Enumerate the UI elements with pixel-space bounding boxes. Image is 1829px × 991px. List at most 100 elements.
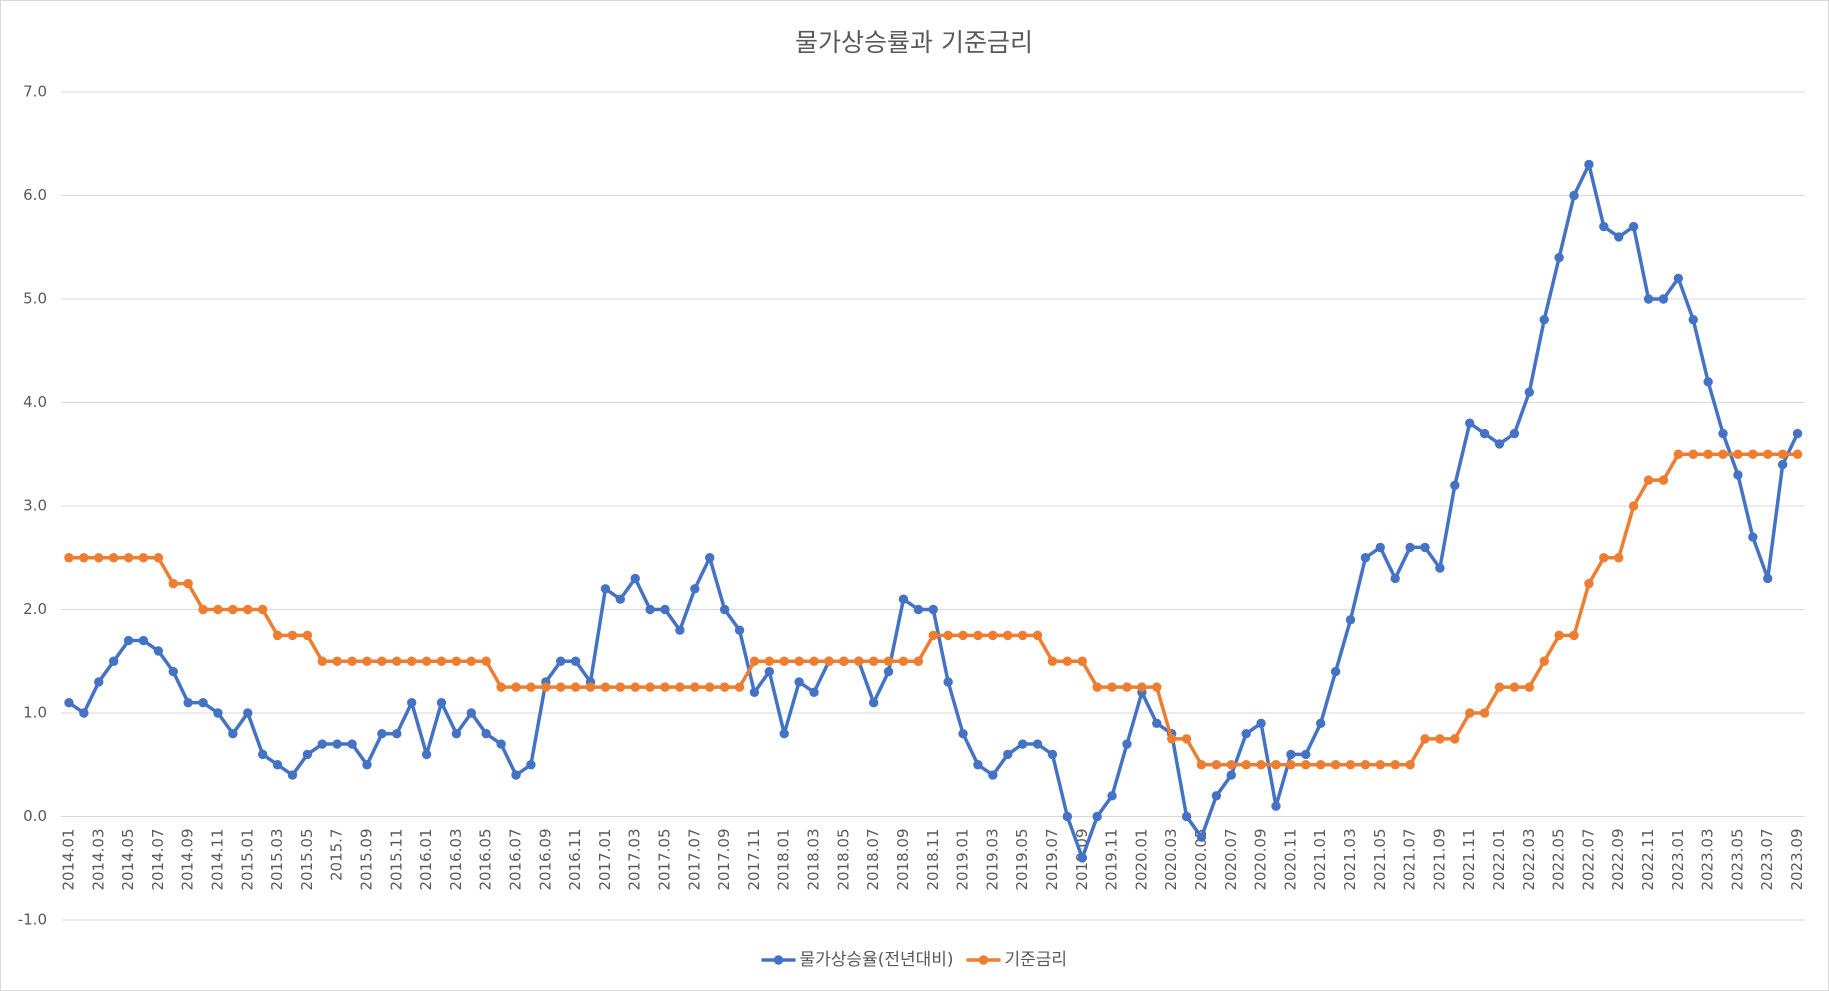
- x-tick-label: 2022.05: [1550, 829, 1568, 891]
- data-point: [764, 666, 775, 677]
- data-point: [1211, 791, 1222, 801]
- data-point: [1345, 615, 1356, 625]
- data-point: [1777, 449, 1788, 459]
- data-point: [1196, 760, 1207, 770]
- data-point: [928, 604, 938, 615]
- x-tick-label: 2022.01: [1490, 829, 1508, 891]
- data-point: [1792, 449, 1803, 459]
- data-point: [1673, 273, 1684, 283]
- x-tick-label: 2019.11: [1103, 829, 1121, 891]
- data-point: [1405, 542, 1415, 553]
- data-point: [1539, 656, 1549, 666]
- data-point: [1777, 459, 1788, 470]
- data-point: [1554, 252, 1564, 263]
- data-point: [1748, 532, 1758, 542]
- x-tick-label: 2023.07: [1758, 829, 1776, 891]
- data-point: [1509, 428, 1520, 439]
- data-point: [377, 656, 387, 666]
- legend-label: 기준금리: [1005, 950, 1068, 970]
- data-point: [1226, 770, 1236, 780]
- data-point: [1599, 553, 1609, 563]
- data-point: [64, 697, 74, 708]
- y-tick-label: 5.0: [23, 290, 47, 308]
- data-point: [168, 666, 178, 677]
- data-point: [392, 656, 402, 666]
- data-point: [287, 770, 298, 780]
- data-point: [466, 708, 476, 718]
- data-point: [675, 625, 685, 635]
- data-point: [913, 604, 924, 615]
- x-tick-label: 2016.11: [566, 829, 584, 891]
- data-point: [943, 677, 953, 687]
- y-tick-label: 3.0: [23, 497, 47, 515]
- data-point: [1614, 232, 1624, 242]
- data-point: [1405, 760, 1415, 770]
- data-point: [1703, 449, 1713, 459]
- data-point: [496, 739, 506, 749]
- data-point: [1107, 682, 1117, 692]
- x-tick-label: 2017.01: [596, 829, 614, 891]
- data-point: [302, 749, 313, 760]
- data-point: [1450, 480, 1460, 490]
- data-point: [585, 682, 596, 692]
- x-tick-label: 2018.03: [805, 829, 823, 891]
- data-point: [406, 656, 417, 666]
- x-tick-label: 2014.11: [208, 829, 226, 891]
- data-point: [272, 630, 283, 641]
- x-tick-label: 2015.05: [298, 829, 316, 891]
- data-point: [1390, 760, 1400, 770]
- data-point: [228, 604, 238, 615]
- data-point: [645, 604, 655, 615]
- x-tick-label: 2018.01: [775, 829, 793, 891]
- data-point: [1032, 739, 1043, 749]
- data-point: [675, 682, 685, 692]
- x-tick-label: 2020.05: [1192, 829, 1210, 891]
- data-point: [854, 656, 864, 666]
- data-point: [123, 553, 134, 563]
- data-point: [228, 729, 238, 739]
- data-point: [1330, 760, 1341, 770]
- data-point: [183, 578, 193, 589]
- x-tick-label: 2023.05: [1728, 829, 1746, 891]
- data-point: [615, 682, 626, 692]
- data-point: [1569, 630, 1579, 641]
- data-point: [1792, 428, 1803, 439]
- data-point: [347, 656, 357, 666]
- data-point: [138, 553, 149, 563]
- data-point: [1003, 749, 1013, 760]
- data-point: [1122, 739, 1132, 749]
- x-tick-label: 2014.03: [89, 829, 107, 891]
- data-point: [511, 770, 521, 780]
- data-point: [198, 604, 208, 615]
- x-tick-label: 2019.07: [1043, 829, 1061, 891]
- data-point: [153, 646, 164, 656]
- data-point: [362, 656, 372, 666]
- x-tick-label: 2014.05: [119, 829, 137, 891]
- data-point: [1375, 760, 1386, 770]
- x-tick-label: 2020.11: [1281, 829, 1299, 891]
- data-point: [824, 656, 834, 666]
- data-point: [1107, 791, 1117, 801]
- data-point: [1077, 656, 1087, 666]
- data-point: [1196, 832, 1207, 842]
- data-point: [1256, 760, 1266, 770]
- x-tick-label: 2020.03: [1162, 829, 1180, 891]
- data-point: [1584, 578, 1594, 589]
- data-point: [1688, 449, 1698, 459]
- data-point: [1241, 729, 1251, 739]
- data-point: [809, 656, 819, 666]
- data-point: [1181, 811, 1192, 822]
- data-point: [660, 604, 670, 615]
- data-point: [1643, 294, 1654, 304]
- x-tick-label: 2021.09: [1430, 829, 1448, 891]
- data-point: [1315, 760, 1326, 770]
- data-point: [123, 635, 134, 646]
- data-point: [943, 630, 953, 641]
- x-tick-label: 2015.11: [387, 829, 405, 891]
- data-point: [1166, 734, 1177, 744]
- data-point: [1718, 449, 1728, 459]
- x-tick-label: 2016.09: [536, 829, 554, 891]
- data-point: [406, 697, 417, 708]
- data-point: [1062, 656, 1073, 666]
